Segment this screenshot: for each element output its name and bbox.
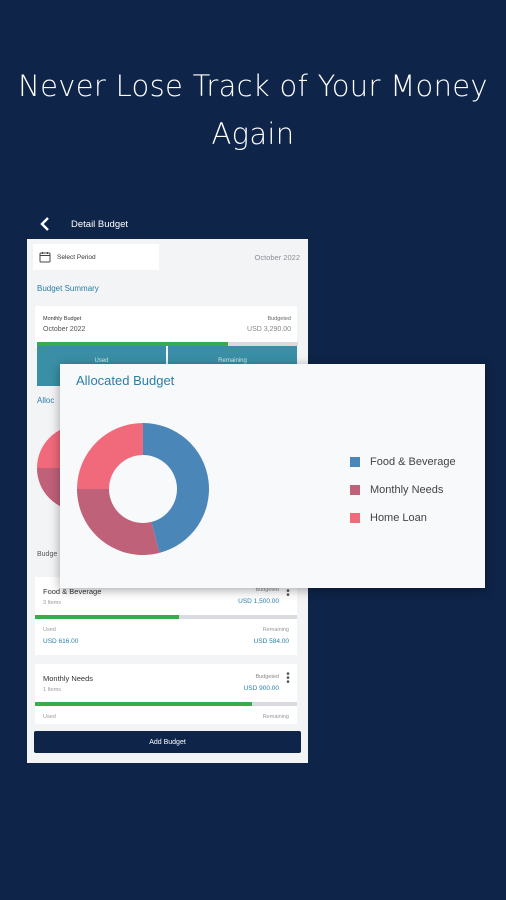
budget-budgeted-label: Budgeted xyxy=(255,587,279,593)
legend-label: Food & Beverage xyxy=(370,456,456,468)
period-value: October 2022 xyxy=(254,252,300,262)
budget-progress-fill xyxy=(35,702,253,706)
budget-budgeted-value: USD 900.00 xyxy=(243,685,279,692)
budget-card-food-beverage[interactable]: Food & Beverage 3 Items Budgeted USD 1,5… xyxy=(35,577,297,655)
donut-slice-monthly-needs xyxy=(77,489,160,555)
donut-slice-home-loan xyxy=(77,423,143,489)
legend-label: Home Loan xyxy=(370,512,427,524)
period-row: Select Period October 2022 xyxy=(33,244,302,270)
summary-budgeted-label: Budgeted xyxy=(267,316,291,322)
chevron-left-icon xyxy=(40,217,49,231)
select-period-button[interactable]: Select Period xyxy=(33,244,159,270)
legend-item: Monthly Needs xyxy=(350,476,456,504)
budget-progress-bar xyxy=(35,615,297,619)
used-value: USD 616.00 xyxy=(43,638,79,645)
legend-swatch xyxy=(350,513,360,523)
calendar-icon xyxy=(39,252,51,263)
more-options-icon[interactable]: ••• xyxy=(286,669,290,688)
chart-title: Allocated Budget xyxy=(76,373,175,388)
legend-item: Home Loan xyxy=(350,504,456,532)
allocated-budget-donut xyxy=(77,423,209,555)
allocated-budget-popup: Allocated Budget Food & Beverage Monthly … xyxy=(60,364,485,588)
remaining-label: Remaining xyxy=(262,627,289,633)
select-period-label: Select Period xyxy=(57,253,96,261)
budget-budgeted-value: USD 1,500.00 xyxy=(238,598,279,605)
headline-line-2: Again xyxy=(211,117,295,151)
headline-line-1: Never Lose Track of Your Money xyxy=(18,69,488,103)
budget-summary-title: Budget Summary xyxy=(37,284,99,293)
budget-budgeted-label: Budgeted xyxy=(255,674,279,680)
chart-legend: Food & Beverage Monthly Needs Home Loan xyxy=(350,448,456,532)
budget-items-count: 1 Items xyxy=(43,687,62,693)
more-options-icon[interactable]: ••• xyxy=(286,583,290,601)
budget-name: Food & Beverage xyxy=(43,587,102,596)
allocated-section-title: Alloc xyxy=(37,396,55,405)
remaining-label: Remaining xyxy=(262,714,289,720)
summary-budgeted-value: USD 3,290.00 xyxy=(247,326,291,333)
legend-swatch xyxy=(350,457,360,467)
page-title: Detail Budget xyxy=(71,218,129,230)
headline: Never Lose Track of Your Money Again xyxy=(0,62,506,158)
summary-progress-bar xyxy=(37,342,298,346)
used-label: Used xyxy=(43,627,56,633)
budget-name: Monthly Needs xyxy=(43,674,94,683)
budget-card-monthly-needs[interactable]: Monthly Needs 1 Items Budgeted USD 900.0… xyxy=(35,664,297,724)
donut-slice-food-beverage xyxy=(143,423,209,553)
legend-swatch xyxy=(350,485,360,495)
summary-label: Monthly Budget xyxy=(43,316,82,322)
remaining-value: USD 584.00 xyxy=(253,638,289,645)
budget-progress-bar xyxy=(35,702,297,706)
budgets-section-title: Budge xyxy=(37,551,58,558)
used-label: Used xyxy=(43,714,56,720)
legend-label: Monthly Needs xyxy=(370,484,444,496)
summary-progress-fill xyxy=(37,342,228,346)
budget-progress-fill xyxy=(35,615,180,619)
summary-period: October 2022 xyxy=(43,326,86,333)
back-button[interactable] xyxy=(27,217,63,231)
add-budget-button[interactable]: Add Budget xyxy=(34,731,301,753)
legend-item: Food & Beverage xyxy=(350,448,456,476)
summary-card: Monthly Budget October 2022 Budgeted USD… xyxy=(35,306,297,348)
app-bar: Detail Budget xyxy=(27,209,308,239)
budget-items-count: 3 Items xyxy=(43,600,62,606)
